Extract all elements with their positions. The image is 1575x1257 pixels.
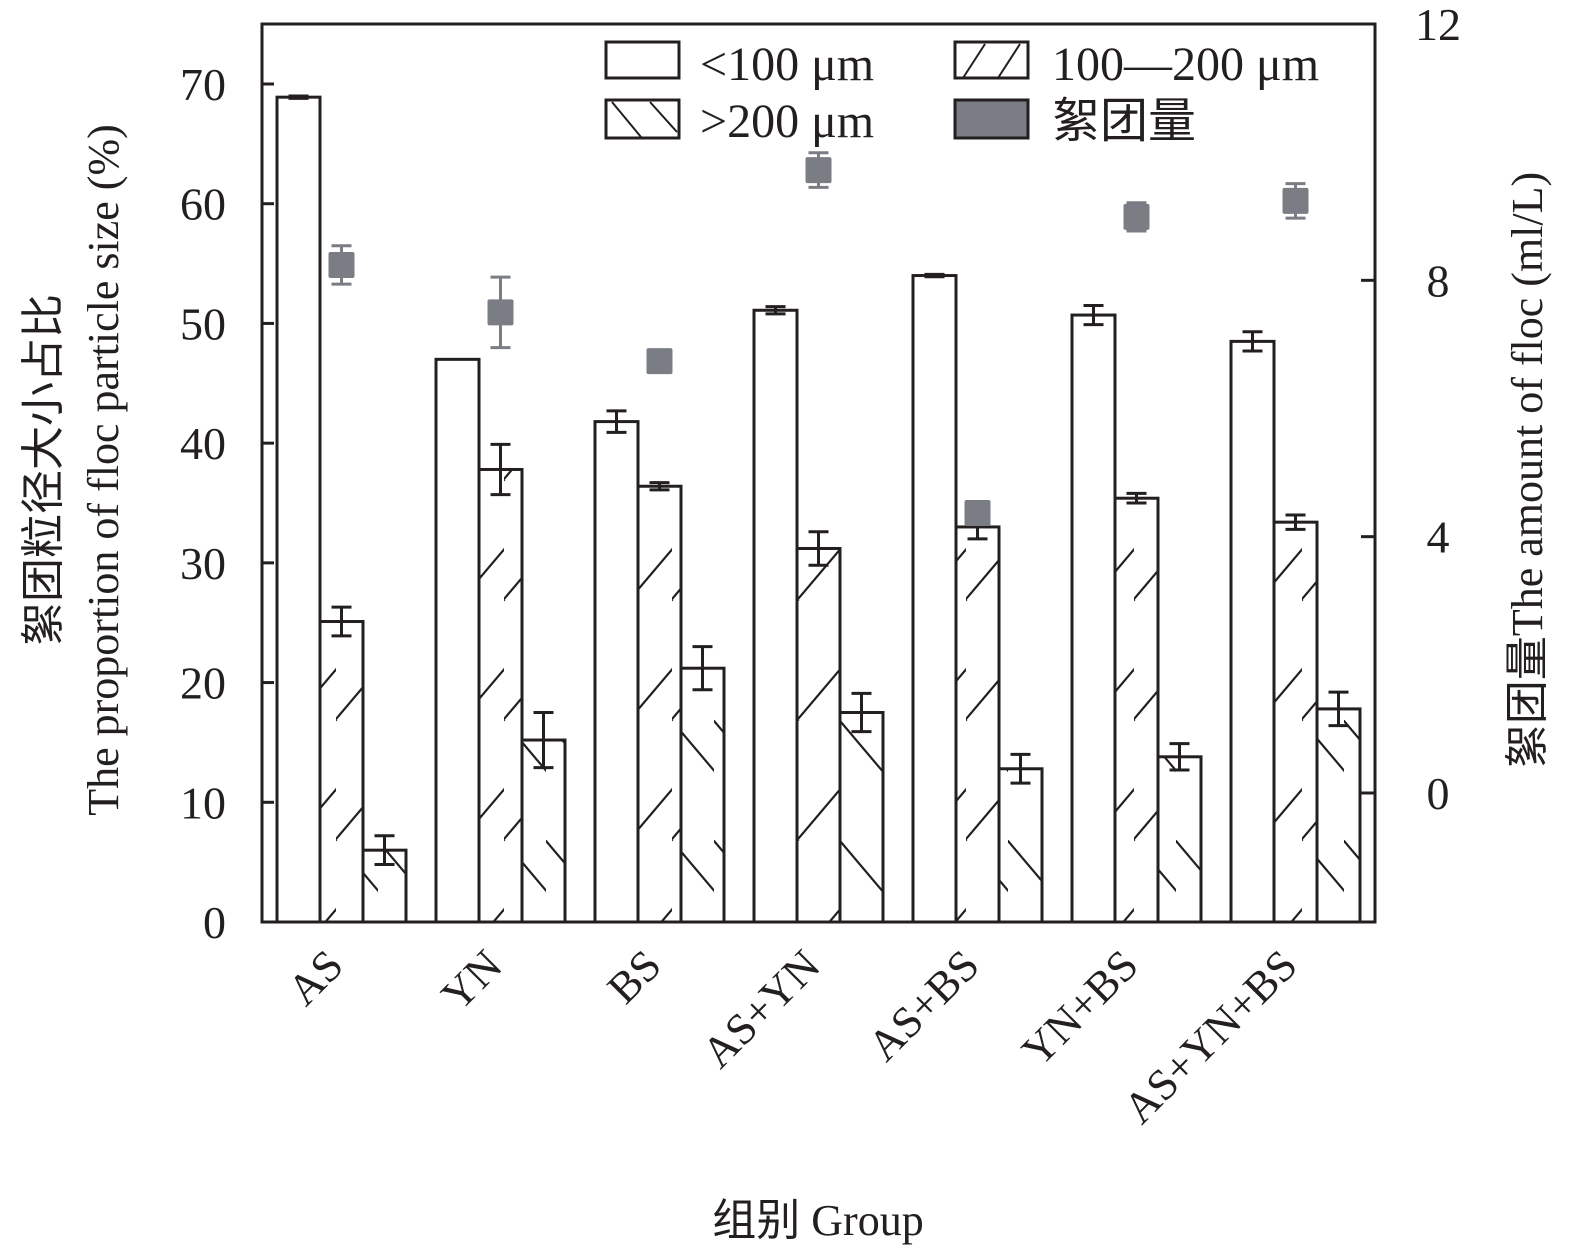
legend-label-floc: 絮团量 xyxy=(1052,95,1196,148)
legend: <100 μm 100—200 μm >200 μm 絮团量 xyxy=(604,38,1319,148)
bar-gt200 xyxy=(679,666,726,924)
bar-100-200 xyxy=(1113,496,1160,924)
floc-amount-marker xyxy=(646,348,673,375)
left-tick-label: 10 xyxy=(180,777,226,828)
category-label: BS xyxy=(598,940,671,1013)
bar-gt200 xyxy=(997,767,1044,924)
floc-amount-marker xyxy=(1123,203,1150,230)
left-tick-label: 20 xyxy=(180,658,226,709)
legend-label-gt200: >200 μm xyxy=(700,95,874,148)
left-tick-label: 0 xyxy=(203,897,226,948)
legend-label-lt100: <100 μm xyxy=(700,38,874,91)
bar-100-200 xyxy=(954,525,1001,924)
category-label: YN xyxy=(432,940,512,1020)
plot-frame xyxy=(260,22,1377,924)
category-label: AS xyxy=(278,940,352,1014)
right-tick-label: 12 xyxy=(1415,0,1461,50)
bar-100-200 xyxy=(795,546,842,924)
floc-amount-marker xyxy=(328,251,355,278)
right-tick-label: 4 xyxy=(1427,512,1450,563)
bar-lt100 xyxy=(1229,339,1276,924)
legend-swatch-floc xyxy=(953,98,1030,140)
bar-100-200 xyxy=(477,467,524,924)
legend-swatch-lt100 xyxy=(604,40,681,80)
category-label: AS+BS xyxy=(859,940,989,1070)
x-axis-title: 组别 Group xyxy=(712,1196,923,1245)
floc-amount-marker xyxy=(964,499,991,526)
right-tick-label: 0 xyxy=(1427,768,1450,819)
legend-label-100-200: 100—200 μm xyxy=(1052,38,1319,91)
bar-lt100 xyxy=(593,420,640,924)
bar-lt100 xyxy=(434,357,481,924)
right-axis-ticks: 0 4 8 12 xyxy=(1361,0,1461,819)
bar-lt100 xyxy=(752,308,799,924)
bar-gt200 xyxy=(838,711,885,924)
left-tick-label: 70 xyxy=(180,59,226,110)
bar-100-200 xyxy=(318,620,365,924)
right-tick-label: 8 xyxy=(1427,255,1450,306)
category-label: AS+YN+BS xyxy=(1114,940,1307,1133)
bar-100-200 xyxy=(1272,520,1319,924)
left-tick-label: 40 xyxy=(180,418,226,469)
bars-layer xyxy=(275,94,1362,924)
legend-hatch-line xyxy=(997,43,1021,79)
right-axis-title: 絮团量The amount of floc (ml/L) xyxy=(1503,172,1552,768)
left-axis-title-en: The proportion of floc particle size (%) xyxy=(79,124,128,816)
bar-lt100 xyxy=(911,274,958,924)
bar-100-200 xyxy=(636,484,683,924)
category-label: AS+YN xyxy=(693,940,830,1077)
floc-amount-markers xyxy=(328,151,1309,526)
legend-hatch-line xyxy=(611,101,642,138)
category-label: YN+BS xyxy=(1012,940,1147,1075)
legend-hatch-line xyxy=(649,101,678,133)
left-tick-label: 60 xyxy=(180,179,226,230)
bar-gt200 xyxy=(1315,707,1362,924)
floc-amount-marker xyxy=(1282,187,1309,214)
legend-swatch-gt200 xyxy=(604,98,681,140)
bar-lt100 xyxy=(1070,313,1117,924)
left-tick-label: 30 xyxy=(180,538,226,589)
left-tick-label: 50 xyxy=(180,298,226,349)
left-axis-ticks: 0 10 20 30 40 50 60 70 xyxy=(180,59,274,948)
legend-hatch-line xyxy=(962,43,986,79)
floc-amount-marker xyxy=(487,299,514,326)
bar-lt100 xyxy=(275,95,322,924)
floc-amount-marker xyxy=(805,157,832,184)
left-axis-title-cn: 絮团粒径大小占比 xyxy=(19,294,68,646)
bar-gt200 xyxy=(1156,755,1203,924)
